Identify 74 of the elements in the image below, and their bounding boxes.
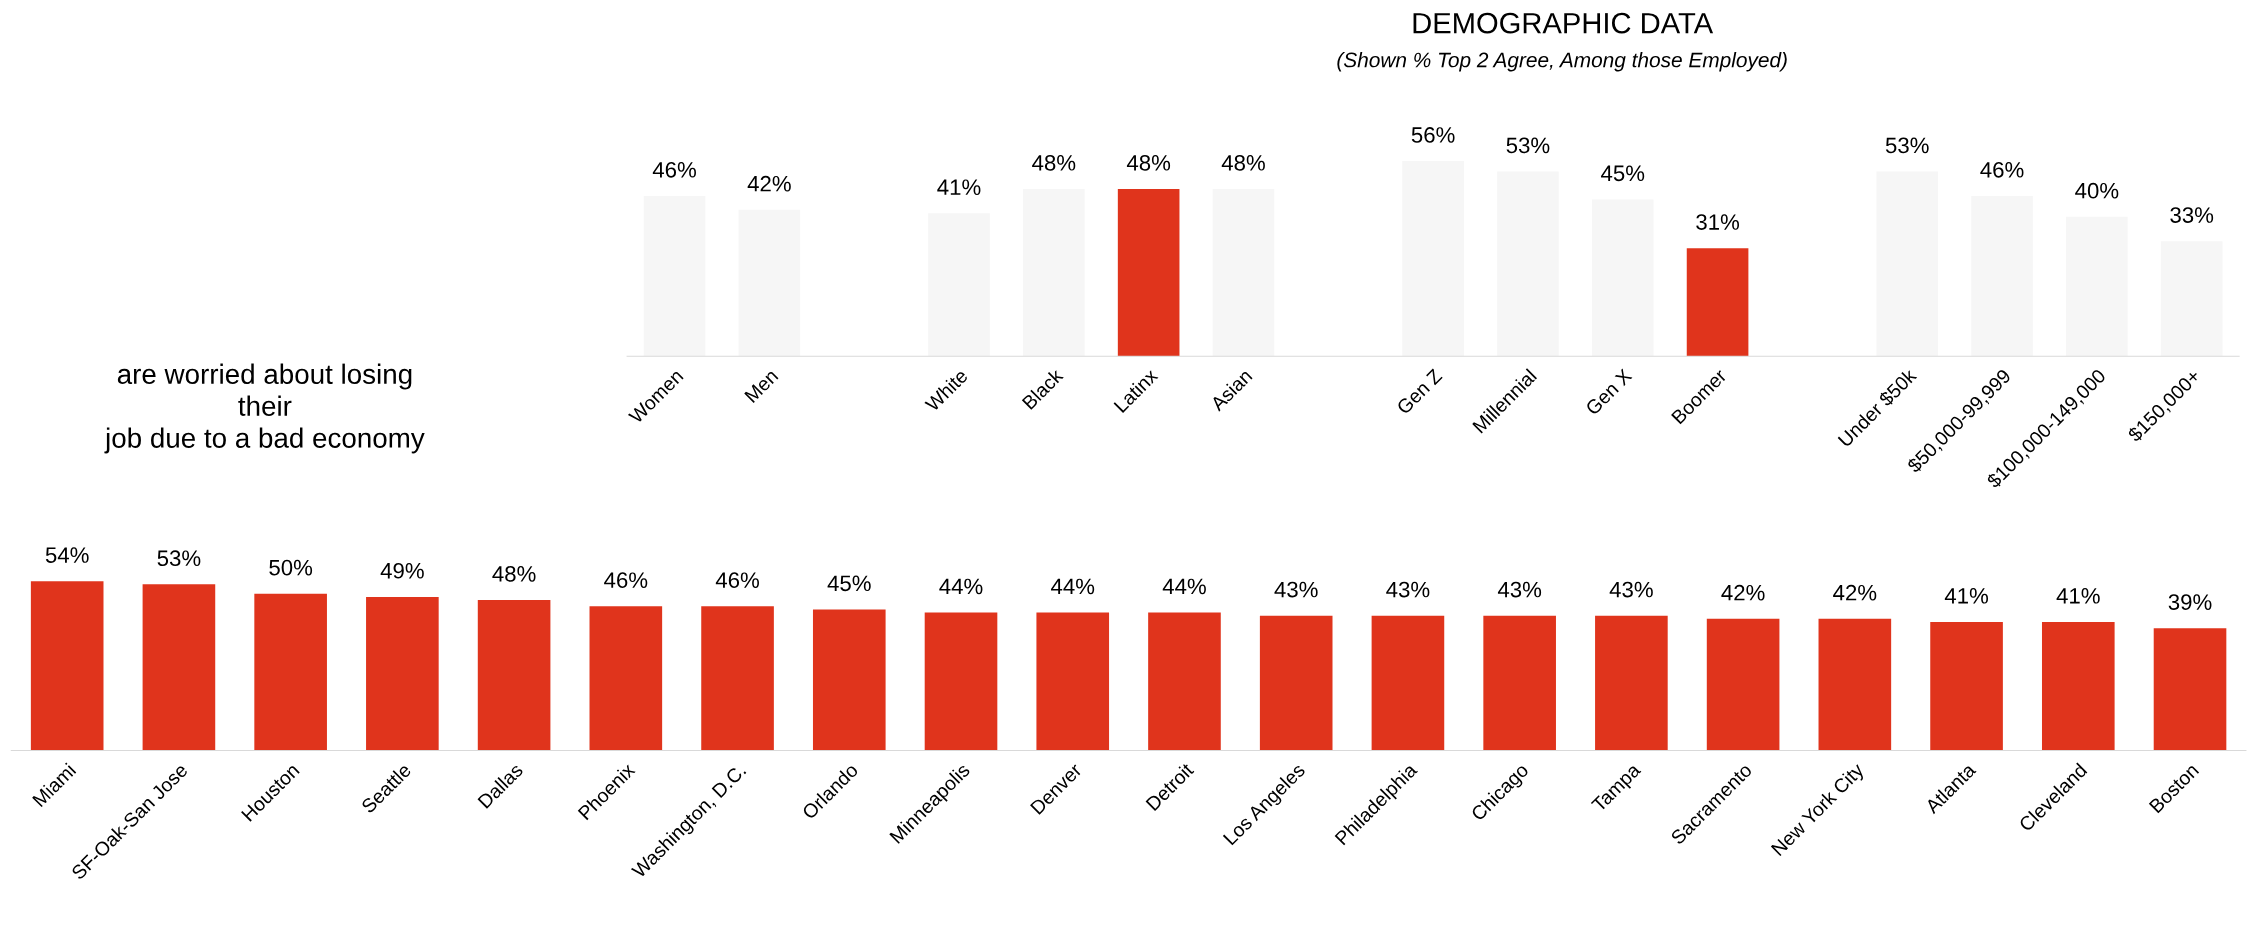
chart-subtitle: (Shown % Top 2 Agree, Among those Employed) xyxy=(1337,52,1787,72)
bar xyxy=(928,213,990,357)
bar xyxy=(1117,188,1180,357)
bar xyxy=(1876,171,1939,357)
bar xyxy=(738,209,801,357)
bar xyxy=(1259,615,1333,751)
bar xyxy=(1595,615,1668,751)
bar xyxy=(1497,171,1559,357)
bar xyxy=(924,612,998,751)
data-label: 41% xyxy=(1944,588,1989,604)
data-label: 48% xyxy=(492,566,536,582)
data-label: 41% xyxy=(2056,588,2100,604)
data-label: 48% xyxy=(1126,154,1171,171)
data-label: 40% xyxy=(2075,182,2119,199)
bar xyxy=(643,195,706,357)
bar xyxy=(2041,621,2115,751)
data-label: 53% xyxy=(1885,137,1929,154)
bar xyxy=(701,606,774,751)
data-label: 43% xyxy=(1609,581,1653,598)
bar xyxy=(2066,216,2128,357)
data-label: 48% xyxy=(1221,154,1265,171)
data-label: 39% xyxy=(2168,594,2212,610)
data-label: 44% xyxy=(1051,578,1095,595)
data-label: 46% xyxy=(715,572,759,589)
data-label: 49% xyxy=(380,562,424,579)
data-label: 33% xyxy=(2170,207,2214,223)
data-label: 43% xyxy=(1274,581,1318,598)
data-label: 45% xyxy=(1601,165,1645,182)
data-label: 43% xyxy=(1386,581,1430,598)
bar xyxy=(1483,615,1556,751)
data-label: 42% xyxy=(1721,584,1765,601)
bar xyxy=(2160,241,2223,357)
bar xyxy=(1402,161,1464,357)
bar xyxy=(1036,612,1110,751)
data-label: 56% xyxy=(1411,127,1455,143)
bar xyxy=(1971,195,2033,357)
bar xyxy=(1706,618,1780,751)
bar xyxy=(254,593,327,751)
bar xyxy=(1212,188,1275,357)
bar xyxy=(1148,612,1221,751)
data-label: 46% xyxy=(652,161,696,178)
x-tick-label: Gen X xyxy=(1584,368,1633,416)
data-label: 41% xyxy=(937,179,981,195)
bar xyxy=(1686,248,1749,357)
data-label: 50% xyxy=(269,559,313,576)
bar xyxy=(1023,188,1085,357)
data-label: 45% xyxy=(827,575,871,592)
data-label: 42% xyxy=(1833,584,1877,601)
chart-title: DEMOGRAPHIC DATA xyxy=(1413,12,1714,34)
bar xyxy=(589,606,663,751)
data-label: 48% xyxy=(1032,154,1076,171)
data-label: 44% xyxy=(939,578,983,595)
bar xyxy=(1818,618,1892,751)
x-tick-label: Men xyxy=(744,368,779,404)
data-label: 53% xyxy=(157,550,201,567)
bar xyxy=(142,584,216,751)
data-label: 54% xyxy=(45,547,89,563)
text: are worried about losing their job due to a bad economy xyxy=(104,363,425,454)
data-label: 42% xyxy=(747,175,791,192)
x-tick-label: Gen Z xyxy=(1395,368,1443,415)
bar xyxy=(477,600,551,751)
bar xyxy=(1591,199,1654,357)
bar xyxy=(1930,621,2003,751)
bar xyxy=(366,596,439,751)
data-label: 31% xyxy=(1696,214,1740,230)
bar xyxy=(2153,628,2227,751)
bar xyxy=(812,609,886,751)
data-label: 53% xyxy=(1506,137,1550,154)
bar xyxy=(1371,615,1445,751)
bar xyxy=(30,581,104,751)
data-label: 43% xyxy=(1497,581,1542,598)
data-label: 44% xyxy=(1162,578,1206,595)
data-label: 46% xyxy=(604,572,648,589)
data-label: 46% xyxy=(1980,161,2024,178)
